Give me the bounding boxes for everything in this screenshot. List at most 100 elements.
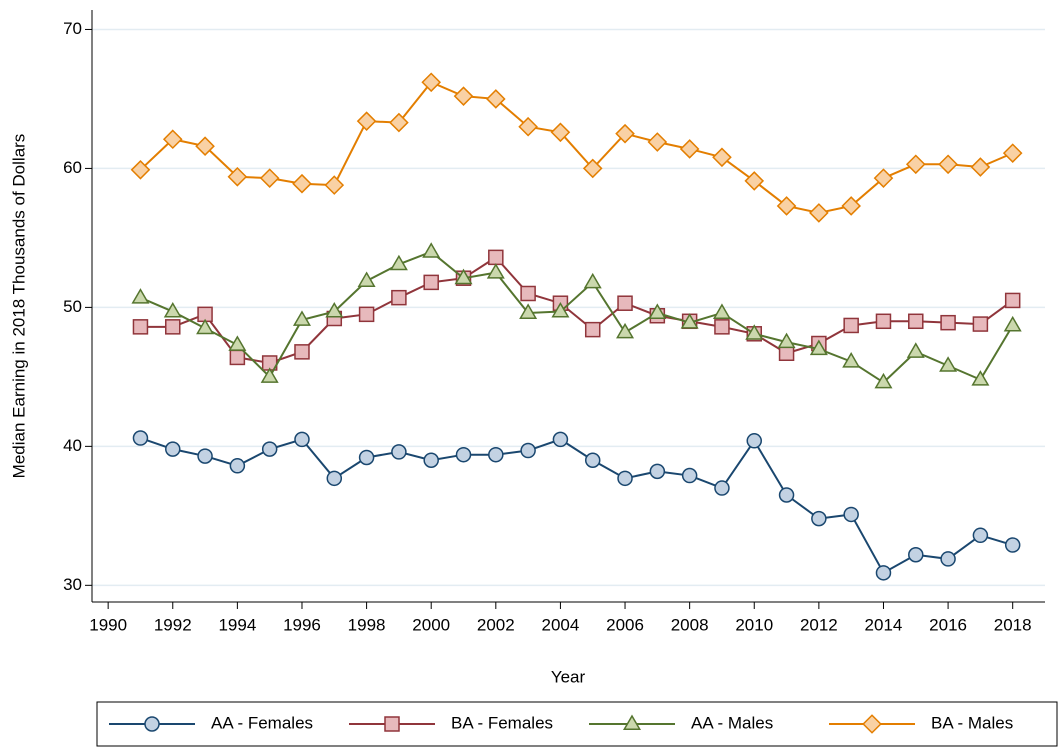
y-axis-label: Median Earning in 2018 Thousands of Doll… xyxy=(9,134,28,479)
marker xyxy=(908,313,924,330)
marker xyxy=(841,196,861,216)
x-tick-label: 1990 xyxy=(89,615,127,634)
marker xyxy=(326,470,343,487)
marker xyxy=(292,310,311,326)
marker xyxy=(520,285,536,302)
marker xyxy=(778,487,795,503)
marker xyxy=(778,345,795,361)
marker xyxy=(582,158,603,179)
marker xyxy=(486,263,505,279)
marker xyxy=(292,173,312,194)
legend-marker xyxy=(384,716,400,732)
marker xyxy=(1003,315,1022,332)
legend-label: BA - Males xyxy=(931,713,1013,732)
marker xyxy=(356,111,377,131)
series-line xyxy=(139,81,1014,214)
x-tick-label: 1996 xyxy=(283,615,321,634)
marker xyxy=(809,339,828,356)
series-line xyxy=(140,256,1014,365)
marker xyxy=(584,452,601,469)
marker xyxy=(843,506,859,523)
legend-marker xyxy=(622,714,642,730)
marker xyxy=(261,441,278,457)
marker xyxy=(939,356,958,372)
marker xyxy=(391,289,407,306)
marker xyxy=(842,352,861,368)
marker xyxy=(197,448,213,464)
marker xyxy=(132,319,149,335)
x-tick-label: 2008 xyxy=(671,615,709,634)
marker xyxy=(228,335,247,351)
marker xyxy=(423,274,439,291)
marker xyxy=(906,342,925,358)
marker xyxy=(389,112,409,133)
x-axis-label: Year xyxy=(551,667,586,686)
x-tick-label: 2002 xyxy=(477,615,515,634)
y-tick-label: 50 xyxy=(63,297,82,316)
marker xyxy=(972,527,989,544)
marker xyxy=(714,319,730,335)
marker xyxy=(970,157,991,177)
marker xyxy=(971,370,990,386)
marker xyxy=(454,268,473,285)
x-tick-label: 2004 xyxy=(542,615,580,634)
marker xyxy=(131,288,150,304)
marker xyxy=(712,147,732,168)
marker xyxy=(905,154,926,175)
marker xyxy=(357,271,376,287)
marker xyxy=(616,322,635,339)
x-tick-label: 2016 xyxy=(929,615,967,634)
x-tick-label: 1994 xyxy=(218,615,256,634)
marker xyxy=(229,349,246,366)
marker xyxy=(875,313,892,330)
marker xyxy=(196,318,215,335)
marker xyxy=(260,367,279,383)
marker xyxy=(229,458,246,474)
marker xyxy=(520,442,536,459)
marker xyxy=(389,254,408,271)
x-tick-label: 2006 xyxy=(606,615,644,634)
marker xyxy=(259,168,280,188)
legend-label: AA - Females xyxy=(211,713,313,732)
marker xyxy=(811,510,827,527)
marker xyxy=(294,344,310,360)
marker xyxy=(486,89,506,109)
marker xyxy=(745,324,764,340)
x-tick-label: 2000 xyxy=(412,615,450,634)
marker xyxy=(195,136,215,156)
marker xyxy=(1004,537,1021,553)
marker xyxy=(776,196,797,216)
marker xyxy=(1004,292,1021,309)
marker xyxy=(421,72,442,93)
marker xyxy=(227,166,248,187)
marker xyxy=(809,203,829,223)
series-line xyxy=(140,250,1014,384)
marker xyxy=(423,452,439,469)
y-tick-label: 60 xyxy=(63,158,82,177)
marker xyxy=(843,317,859,334)
marker xyxy=(873,168,894,188)
marker xyxy=(938,154,958,175)
marker xyxy=(714,480,730,496)
x-tick-label: 2010 xyxy=(735,615,773,634)
marker xyxy=(453,86,474,106)
marker xyxy=(681,467,698,484)
marker xyxy=(519,303,538,319)
marker xyxy=(488,446,504,463)
marker xyxy=(324,175,345,195)
legend-marker xyxy=(862,714,882,734)
marker xyxy=(358,449,375,466)
x-tick-label: 2018 xyxy=(994,615,1032,634)
marker xyxy=(649,463,666,480)
legend-label: AA - Males xyxy=(691,713,773,732)
marker xyxy=(777,332,796,349)
y-tick-label: 30 xyxy=(63,575,82,594)
marker xyxy=(552,431,569,448)
marker xyxy=(746,433,763,449)
marker xyxy=(165,319,181,335)
marker xyxy=(744,171,765,191)
marker xyxy=(165,441,181,457)
marker xyxy=(422,242,441,258)
